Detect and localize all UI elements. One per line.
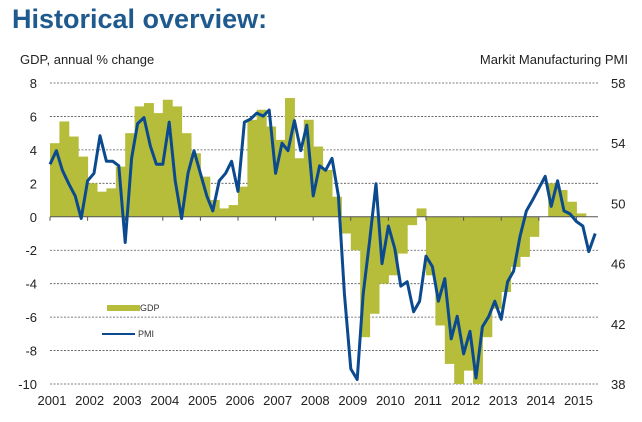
pmi-line [48,108,597,381]
gdp-bar [454,216,465,384]
right-tick-label: 46 [611,257,625,272]
x-tick-label: 2001 [38,393,67,408]
gdp-bar [322,169,333,217]
gdp-bar [59,121,70,217]
x-tick-label: 2013 [489,393,518,408]
gdp-bar [444,216,455,364]
gdp-bar [200,176,211,217]
x-tick-label: 2015 [564,393,593,408]
gdp-bar [294,158,305,217]
gdp-bar [576,213,587,217]
gdp-bar [407,216,418,226]
gdp-bar [172,106,183,217]
x-tick-label: 2014 [526,393,555,408]
right-tick-label: 54 [611,136,625,151]
gdp-bar [473,216,483,384]
left-tick-label: 6 [30,109,37,124]
gdp-bar [520,216,530,257]
left-tick-label: -10 [18,377,37,392]
gdp-bar [68,136,79,217]
gdp-bar [567,201,577,217]
left-tick-label: -2 [25,243,37,258]
x-tick-label: 2012 [451,393,480,408]
legend-gdp-label: GDP [140,303,160,313]
gdp-bar [78,156,89,217]
gdp-bar [510,216,521,267]
x-tick-label: 2006 [226,393,255,408]
gdp-bar [397,216,408,254]
x-tick-label: 2011 [414,393,442,408]
x-tick-label: 2003 [113,393,142,408]
legend-gdp-swatch [107,305,140,311]
legend-pmi-label: PMI [138,329,154,339]
left-tick-label: -4 [25,277,37,292]
x-tick-label: 2010 [376,393,405,408]
left-axis-title: GDP, annual % change [20,52,155,67]
gdp-bar [491,216,502,309]
left-tick-label: 8 [30,76,37,91]
gdp-bar [285,98,295,217]
gdp-bar [416,208,427,217]
gdp-bar [369,216,380,314]
left-tick-label: 4 [30,143,37,158]
gdp-bar [144,103,154,217]
gdp-bar [256,109,267,217]
right-tick-label: 50 [611,196,625,211]
gdp-bar [435,216,446,326]
right-axis-title: Markit Manufacturing PMI [479,52,628,67]
gdp-bar [106,188,117,217]
gdp-bar [426,216,436,276]
right-tick-label: 42 [611,317,625,332]
legend: GDP PMI [102,303,160,339]
x-tick-label: 2008 [301,393,330,408]
gdp-bar [341,216,352,234]
gdp-bar [162,99,173,217]
x-tick-label: 2002 [75,393,104,408]
pmi-line-path [48,108,597,381]
gdp-bar [266,126,277,217]
gdp-bar [303,119,314,217]
gdp-bar [50,143,60,217]
gdp-bar [87,183,98,217]
right-tick-label: 58 [611,76,625,91]
gdp-bar [463,216,474,371]
left-tick-label: -8 [25,344,37,359]
gdp-bar [332,196,342,217]
x-tick-label: 2005 [188,393,217,408]
gdp-bar [501,216,512,293]
gdp-bar [313,146,324,217]
gdp-bar [134,106,145,217]
left-tick-label: 0 [30,210,37,225]
x-axis-ticks: 2001 2002 2003 2004 2005 2006 2007 2008 2009 2010… [38,393,593,408]
x-tick-label: 2007 [263,393,292,408]
gdp-bar [219,208,230,217]
gdp-bar [191,153,201,217]
left-axis-ticks: 8 6 4 2 0 -2 -4 -6 -8 -10 [18,76,37,392]
zero-axis [49,216,598,221]
gdp-bar [482,216,493,338]
page-title: Historical overview: [12,4,268,34]
x-tick-label: 2009 [338,393,367,408]
gdp-bar [275,139,286,217]
gdp-bar [529,216,540,237]
gdp-bar [97,191,107,217]
gdp-bars [50,98,587,384]
gdp-bar [238,186,248,217]
gdp-bar [228,205,239,217]
legend-pmi-swatch [102,333,135,335]
gdp-bar [247,119,258,217]
left-tick-label: 2 [30,176,37,191]
left-tick-label: -6 [25,310,37,325]
right-axis-ticks: 58 54 50 46 42 38 [611,76,625,392]
gdp-bar [350,216,361,251]
right-tick-label: 38 [611,377,625,392]
x-tick-label: 2004 [150,393,179,408]
